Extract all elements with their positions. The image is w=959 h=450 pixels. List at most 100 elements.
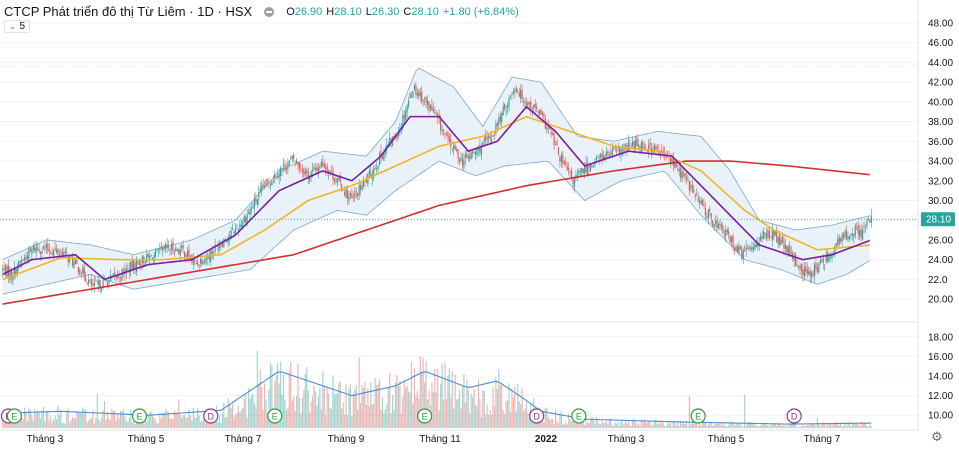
volume-bar [575, 421, 577, 428]
candle-body [210, 251, 212, 262]
candle-body [709, 208, 711, 211]
volume-bar [424, 382, 426, 428]
volume-bar [482, 390, 484, 428]
candle-body [498, 117, 500, 125]
candle-body [866, 220, 868, 227]
candle-body [418, 90, 420, 96]
event-marker: E [690, 408, 706, 424]
candle-body [383, 152, 385, 161]
volume-bar [198, 415, 200, 428]
volume-bar [726, 426, 728, 428]
candle-body [338, 177, 340, 180]
volume-bar [29, 409, 31, 428]
volume-bar [117, 413, 119, 428]
collapse-icon[interactable] [264, 6, 275, 17]
volume-bar [512, 397, 514, 428]
volume-bar [825, 426, 827, 428]
volume-bar [457, 398, 459, 428]
volume-bar [621, 421, 624, 428]
volume-bar [687, 425, 689, 428]
candle-body [269, 184, 272, 185]
candle-body [200, 259, 202, 264]
candle-body [588, 166, 590, 169]
volume-bar [341, 408, 343, 428]
candle-body [661, 150, 663, 152]
candle-body [629, 144, 631, 147]
volume-bar [717, 423, 720, 428]
volume-bar [45, 411, 47, 428]
volume-bar [69, 422, 71, 428]
volume-bar [249, 398, 251, 428]
event-marker-circle [571, 408, 587, 424]
candle-body [345, 188, 347, 199]
time-tick-label: Tháng 7 [804, 434, 841, 445]
price-tick-label: 20.00 [928, 295, 953, 306]
candle-body [537, 111, 539, 113]
candle-body [412, 90, 414, 98]
volume-bar [392, 394, 394, 428]
candle-body [317, 167, 320, 172]
candle-body [333, 178, 336, 182]
volume-bar [285, 410, 288, 428]
candle-body [121, 269, 123, 281]
candle-body [604, 154, 606, 161]
volume-bar [5, 421, 7, 428]
volume-bar [34, 409, 36, 428]
candle-body [169, 250, 171, 251]
volume-bar [488, 414, 490, 428]
volume-bar [101, 418, 103, 428]
candle-body [322, 162, 324, 167]
candle-body [744, 250, 746, 251]
candle-body [559, 156, 561, 162]
volume-bar [456, 399, 458, 428]
candle-body [189, 257, 191, 260]
volume-bar [259, 369, 261, 428]
volume-bar [368, 405, 370, 428]
candle-body [448, 135, 450, 142]
last-price-label: 28.10 [926, 215, 951, 226]
volume-bar [355, 384, 357, 428]
candle-body [243, 216, 245, 223]
volume-bar [630, 425, 632, 428]
candle-body [857, 225, 859, 234]
volume-bar [844, 422, 846, 428]
candle-body [642, 142, 644, 149]
candle-body [517, 92, 519, 93]
candle-body [60, 251, 62, 253]
volume-bar [326, 387, 328, 428]
price-tick-label: 42.00 [928, 78, 953, 89]
volume-bar [189, 415, 191, 428]
indicator-toggle[interactable]: ⌄ 5 [4, 20, 31, 33]
volume-bar [223, 402, 225, 428]
volume-bar [98, 419, 100, 428]
candle-body [47, 244, 49, 251]
candle-body [463, 159, 465, 168]
chevron-down-icon: ⌄ [9, 21, 17, 31]
candle-body [594, 161, 596, 166]
candle-body [800, 264, 803, 271]
volume-bar [640, 420, 642, 428]
candle-body [248, 212, 250, 214]
volume-bar [262, 409, 264, 428]
candle-body [787, 247, 789, 253]
volume-bar [122, 409, 125, 428]
candle-body [524, 102, 526, 103]
volume-bar [853, 423, 855, 428]
candle-body [223, 238, 225, 248]
candle-body [140, 263, 142, 266]
candle-body [757, 244, 759, 247]
gear-icon[interactable]: ⚙ [931, 429, 943, 444]
candle-body [501, 113, 503, 123]
volume-bar [812, 423, 814, 428]
volume-bar [265, 399, 267, 428]
volume-bar [165, 409, 167, 428]
volume-bar [843, 426, 845, 428]
candle-body [464, 155, 466, 159]
volume-bar [751, 423, 753, 428]
volume-bar [192, 407, 194, 428]
candle-body [476, 148, 478, 155]
volume-bar [217, 422, 219, 428]
volume-bar [77, 412, 79, 428]
